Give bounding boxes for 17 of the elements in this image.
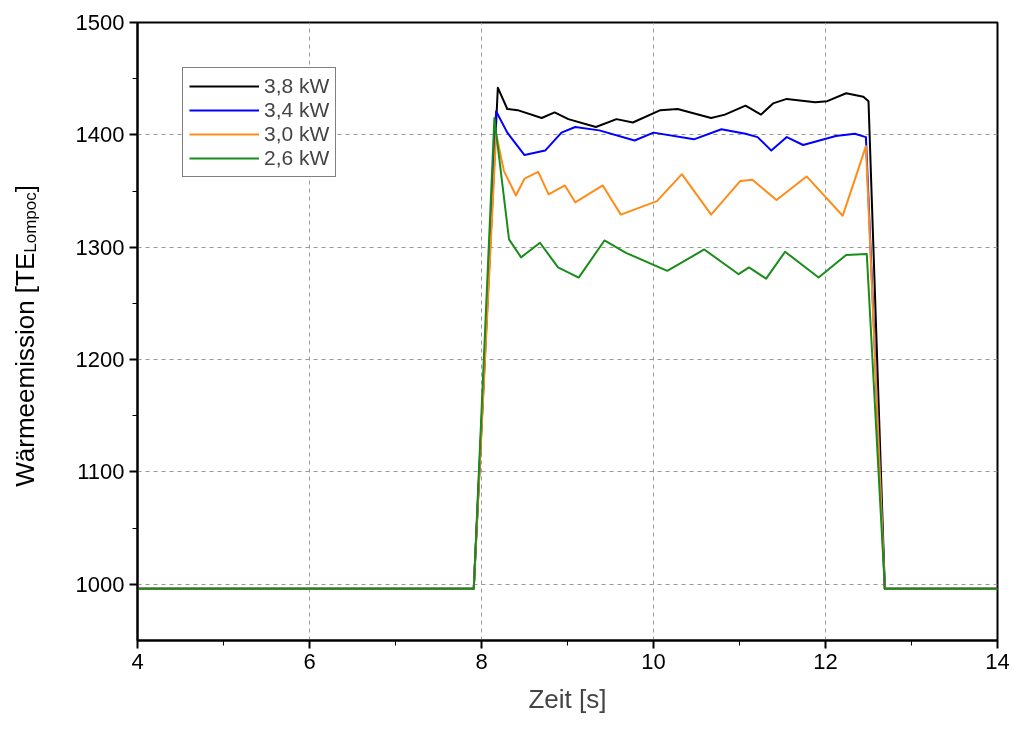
y-tick-label: 1400 <box>75 122 125 148</box>
x-tick-label: 8 <box>475 648 488 674</box>
y-tick-label: 1500 <box>75 10 125 35</box>
x-tick-label: 6 <box>303 648 316 674</box>
legend-label: 3,4 kW <box>264 98 330 122</box>
legend-label: 3,0 kW <box>264 122 330 146</box>
x-axis-title: Zeit [s] <box>528 683 607 714</box>
x-tick-label: 4 <box>131 648 144 674</box>
legend-label: 3,8 kW <box>264 74 330 98</box>
y-tick-label: 1300 <box>75 234 125 260</box>
x-tick-label: 12 <box>813 648 838 674</box>
y-tick-label: 1200 <box>75 347 125 373</box>
y-tick-label: 1100 <box>77 459 125 485</box>
x-tick-label: 10 <box>641 648 666 674</box>
y-tick-label: 1000 <box>75 571 125 597</box>
x-tick-label: 14 <box>985 648 1010 674</box>
legend-label: 2,6 kW <box>264 146 330 170</box>
